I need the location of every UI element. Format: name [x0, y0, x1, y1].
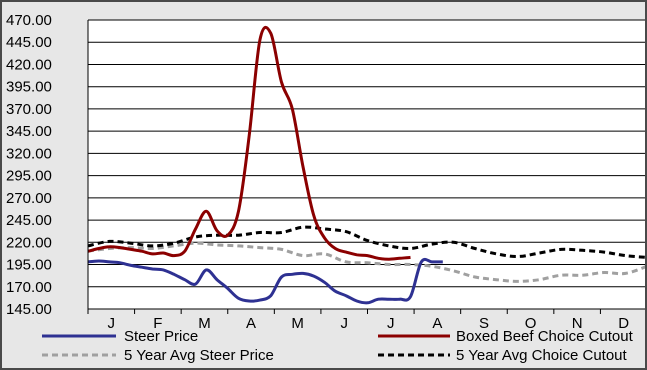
y-tick-label: 470.00 — [6, 12, 52, 29]
y-tick-label: 445.00 — [6, 34, 52, 51]
x-tick-label: J — [340, 315, 348, 332]
y-axis-ticks: 145.00 170.00 195.00 220.00 245.00 270.00 295.… — [6, 12, 52, 318]
y-tick-label: 170.00 — [6, 279, 52, 296]
x-tick-label: O — [525, 315, 537, 332]
x-tick-label: S — [479, 315, 489, 332]
legend-label-5-year-avg-choice-cutout: 5 Year Avg Choice Cutout — [456, 347, 628, 364]
series-line-boxed-beef-choice-cutout — [87, 25, 411, 261]
y-tick-label: 345.00 — [6, 123, 52, 140]
y-tick-label: 370.00 — [6, 101, 52, 118]
x-tick-label: M — [291, 315, 304, 332]
x-tick-label: N — [572, 315, 583, 332]
x-tick-label: A — [432, 315, 442, 332]
y-tick-label: 420.00 — [6, 56, 52, 73]
plot-area — [88, 20, 645, 309]
x-tick-label: D — [618, 315, 629, 332]
legend-label-boxed-beef-choice-cutout: Boxed Beef Choice Cutout — [456, 328, 634, 345]
x-tick-label: M — [198, 315, 211, 332]
x-tick-label: J — [108, 315, 116, 332]
series-lines — [87, 25, 645, 305]
y-tick-label: 320.00 — [6, 145, 52, 162]
y-tick-label: 295.00 — [6, 168, 52, 185]
legend: Steer Price Boxed Beef Choice Cutout 5 Yea… — [42, 328, 634, 364]
y-tick-label: 270.00 — [6, 190, 52, 207]
y-tick-label: 395.00 — [6, 79, 52, 96]
legend-label-5-year-avg-steer-price: 5 Year Avg Steer Price — [124, 347, 274, 364]
y-tick-label: 220.00 — [6, 234, 52, 251]
series-line-5-year-avg-choice-cutout — [87, 225, 645, 259]
legend-label-steer-price: Steer Price — [124, 328, 198, 345]
x-tick-label: A — [246, 315, 256, 332]
x-tick-label: J — [387, 315, 395, 332]
y-tick-label: 195.00 — [6, 257, 52, 274]
x-tick-label: F — [153, 315, 162, 332]
series-line-5-year-avg-steer-price — [87, 241, 645, 283]
y-tick-label: 145.00 — [6, 301, 52, 318]
series-line-steer-price — [87, 257, 443, 305]
y-tick-label: 245.00 — [6, 212, 52, 229]
